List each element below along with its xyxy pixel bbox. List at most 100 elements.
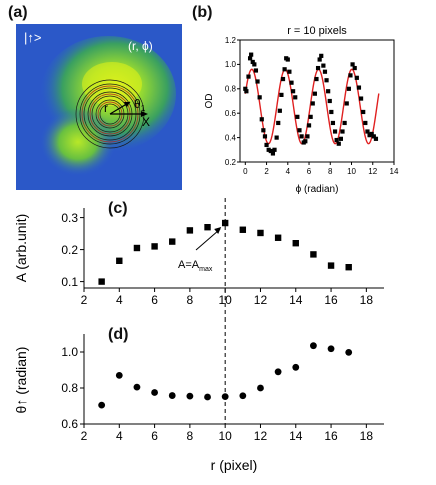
- data-point-b: [329, 109, 334, 115]
- data-point-b: [330, 120, 336, 126]
- data-point-b: [264, 142, 269, 148]
- data-point-c: [204, 224, 211, 231]
- data-point-b: [277, 108, 282, 113]
- data-point-c: [345, 264, 352, 271]
- chart-d-xlabel: r (pixel): [211, 457, 258, 473]
- data-point-d: [98, 401, 106, 409]
- data-point-b: [279, 92, 284, 97]
- x-tick-label-b: 12: [368, 167, 377, 176]
- data-point-b: [350, 62, 355, 67]
- x-tick-label-c: 14: [289, 293, 303, 307]
- y-tick-label-d: 1.0: [61, 345, 78, 359]
- data-point-d: [327, 345, 335, 353]
- data-point-b: [326, 89, 331, 94]
- x-tick-label-c: 16: [324, 293, 338, 307]
- data-point-b: [303, 139, 308, 144]
- data-point-d: [292, 363, 300, 371]
- x-tick-label-d: 10: [218, 429, 232, 443]
- data-point-d: [204, 393, 211, 401]
- data-point-b: [348, 73, 353, 78]
- data-point-b: [270, 151, 276, 156]
- data-point-c: [292, 240, 299, 247]
- data-point-b: [344, 101, 349, 106]
- chart-c-ylabel: A (arb.unit): [13, 214, 29, 282]
- chart-b: 0 2 4 6 8 10 12 14 0.2 0.4 0.6 0.8 1.0 1.2 r = 10 pixe…: [204, 25, 399, 195]
- annotation-arrow: [195, 228, 221, 251]
- data-point-b: [268, 148, 273, 154]
- y-tick-label-b: 1.2: [225, 36, 237, 45]
- data-point-b: [315, 65, 321, 71]
- data-point-b: [352, 65, 357, 71]
- data-point-d: [133, 383, 141, 391]
- data-point-b: [354, 75, 359, 80]
- annotation-arrowhead: [214, 227, 222, 235]
- y-tick-label-b: 0.4: [225, 133, 237, 142]
- data-point-b: [324, 78, 329, 83]
- panel-d-letter: (d): [108, 326, 129, 343]
- x-tick-label-d: 6: [151, 429, 158, 443]
- data-point-b: [356, 85, 362, 90]
- coord-label: (r, ϕ): [128, 39, 153, 53]
- chart-b-title: r = 10 pixels: [287, 25, 347, 37]
- x-tick-label-c: 12: [254, 293, 268, 307]
- data-point-c: [186, 227, 194, 234]
- y-tick-label-d: 0.8: [61, 381, 78, 395]
- data-point-b: [285, 57, 290, 62]
- data-point-d: [274, 368, 282, 376]
- x-label: X: [142, 115, 150, 129]
- y-tick-label-c: 0.2: [61, 243, 78, 257]
- chart-d: 2 4 6 8 10 12 14 16 18 0.6 0.8 1.0 r (pixel) θ↑ (radi…: [13, 318, 384, 473]
- y-tick-label-b: 1.0: [225, 60, 237, 69]
- data-point-b: [262, 134, 268, 139]
- data-point-c: [257, 229, 264, 237]
- data-point-b: [297, 128, 302, 133]
- data-point-b: [289, 80, 294, 85]
- y-tick-label-c: 0.1: [61, 275, 78, 289]
- data-point-b: [308, 114, 313, 119]
- data-point-b: [287, 69, 292, 74]
- data-point-b: [276, 120, 281, 126]
- x-tick-label-d: 2: [81, 429, 88, 443]
- data-point-b: [321, 63, 326, 68]
- annotation-text: A=Amax: [178, 259, 213, 273]
- data-point-b: [312, 91, 317, 96]
- data-point-b: [363, 120, 368, 126]
- theta-label: θ1: [134, 97, 146, 113]
- x-tick-label-c: 4: [116, 293, 123, 307]
- r-label: r: [104, 101, 108, 115]
- data-point-b: [249, 52, 254, 57]
- x-tick-label-b: 0: [243, 167, 248, 176]
- x-tick-label-b: 4: [286, 167, 291, 176]
- data-point-b: [246, 74, 251, 79]
- data-point-d: [115, 372, 123, 379]
- data-point-b: [261, 128, 266, 133]
- radius-arrowhead: [124, 102, 130, 107]
- x-tick-label-c: 18: [360, 293, 374, 307]
- panel-b-letter: (b): [192, 4, 213, 21]
- data-point-b: [319, 53, 324, 58]
- data-point-b: [336, 141, 341, 146]
- data-point-d: [345, 348, 353, 356]
- data-point-c: [98, 278, 105, 285]
- data-point-b: [340, 129, 345, 134]
- x-tick-label-d: 14: [289, 429, 303, 443]
- data-point-b: [346, 86, 351, 91]
- data-point-b: [274, 135, 279, 140]
- x-tick-label-d: 8: [187, 429, 194, 443]
- chart-b-ylabel: OD: [204, 94, 215, 109]
- data-point-b: [327, 98, 332, 104]
- contour-rings: [75, 79, 145, 149]
- data-point-b: [291, 89, 296, 94]
- data-point-b: [266, 147, 271, 152]
- data-point-c: [239, 226, 247, 233]
- data-point-d: [221, 393, 229, 401]
- x-tick-label-b: 2: [264, 167, 269, 176]
- plot-frame-b: [239, 39, 395, 163]
- x-tick-label-b: 10: [347, 167, 356, 176]
- x-tick-label-c: 8: [187, 293, 194, 307]
- data-point-b: [280, 76, 286, 82]
- x-axis-arrowhead: [141, 111, 148, 117]
- data-point-b: [257, 95, 262, 100]
- data-point-c: [221, 219, 229, 227]
- panel-a-letter: (a): [8, 4, 28, 21]
